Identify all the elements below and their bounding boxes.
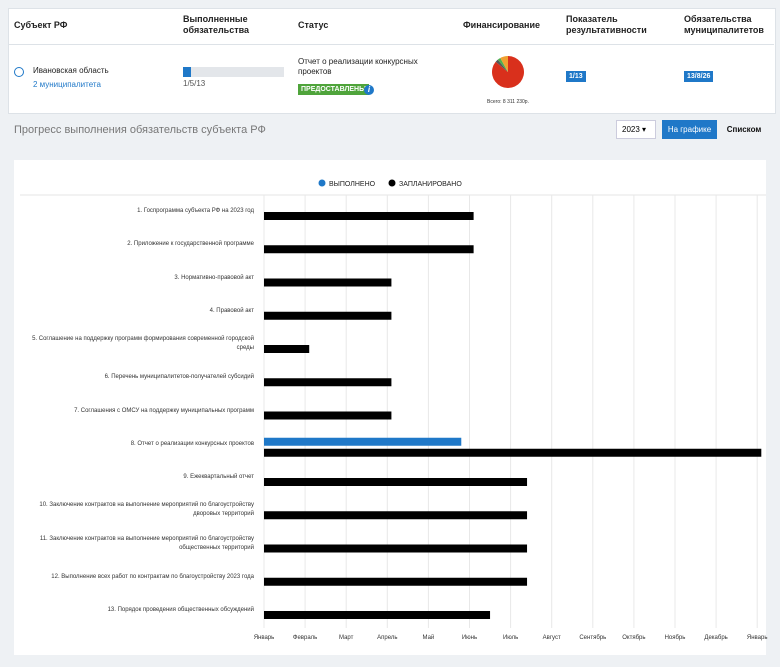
progress-track: [183, 67, 284, 77]
bar: [264, 437, 462, 446]
status-badge: ПРЕДОСТАВЛЕНЫ: [298, 84, 369, 95]
category-label: 3. Нормативно-правовой акт: [174, 274, 254, 281]
progress-fill: [183, 67, 191, 77]
category-label: 8. Отчет о реализации конкурсных проекто…: [130, 440, 254, 447]
category-label: 11. Заключение контрактов на выполнение …: [39, 535, 254, 551]
category-label: 12. Выполнение всех работ по контрактам …: [51, 573, 254, 580]
legend-label: ЗАПЛАНИРОВАНО: [399, 181, 462, 188]
x-tick-label: Май: [423, 634, 435, 641]
year-select[interactable]: 2023 ▾: [616, 120, 656, 139]
progress-text: 1/5/13: [183, 79, 206, 88]
info-icon[interactable]: i: [364, 85, 374, 95]
table: [8, 8, 776, 114]
obligations-badge[interactable]: 13/8/26: [684, 71, 714, 82]
category-label: 9. Ежеквартальный отчет: [183, 474, 254, 480]
divider: [8, 44, 774, 45]
x-tick-label: Март: [339, 635, 354, 641]
x-tick-label: Январь: [254, 635, 275, 641]
municipalities-link[interactable]: 2 муниципалитета: [33, 80, 101, 89]
pie-caption: Всего: 8 311 230р.: [487, 99, 529, 105]
bar: [264, 577, 528, 586]
bar: [264, 511, 528, 520]
bar: [264, 212, 474, 220]
bar: [264, 611, 491, 619]
region: Ивановская область: [33, 66, 109, 75]
bar: [264, 378, 392, 387]
status-text: Отчет о реализации конкурсных проектов: [298, 57, 418, 76]
header: Субъект РФ: [14, 20, 68, 30]
x-tick-label: Сентябрь: [579, 635, 606, 641]
pie-slice: [500, 56, 508, 72]
bar: [264, 544, 528, 553]
bar: [264, 278, 392, 287]
bar: [264, 411, 392, 420]
x-tick-label: Август: [543, 635, 561, 641]
chart-button[interactable]: На графике: [662, 120, 717, 139]
category-label: 4. Правовой акт: [209, 307, 254, 314]
indicator-badge[interactable]: 1/13: [566, 71, 586, 82]
header: Статус: [298, 20, 329, 30]
category-label: 13. Порядок проведения общественных обсу…: [107, 607, 254, 613]
pie-slice: [497, 57, 508, 72]
x-tick-label: Январь: [747, 635, 768, 641]
legend-marker: [388, 179, 396, 187]
bar: [264, 311, 392, 320]
x-tick-label: Февраль: [293, 635, 317, 641]
section-title: Прогресс выполнения обязательств субъект…: [14, 124, 266, 136]
pie: Всего: 8 311 230р.: [487, 56, 529, 105]
legend-label: ВЫПОЛНЕНО: [329, 181, 376, 188]
x-tick-label: Октябрь: [622, 635, 645, 641]
x-tick-label: Июнь: [462, 635, 477, 641]
year: 2023: [622, 125, 640, 134]
x-tick-label: Декабрь: [704, 635, 727, 641]
chart-panel: [14, 160, 766, 655]
collapse-icon[interactable]: [14, 67, 24, 77]
list-button[interactable]: Списком: [726, 125, 762, 134]
header: Обязательства муниципалитетов: [684, 14, 764, 35]
bar: [264, 478, 528, 486]
x-tick-label: Ноябрь: [665, 635, 686, 641]
bar: [264, 345, 310, 353]
x-tick-label: Апрель: [377, 635, 397, 641]
category-label: 7. Соглашения с ОМСУ на поддержку муници…: [74, 407, 254, 414]
category-label: 10. Заключение контрактов на выполнение …: [39, 502, 254, 518]
header: Финансирование: [463, 20, 541, 30]
category-label: 5. Соглашение на поддержку программ форм…: [32, 336, 254, 351]
category-label: 6. Перечень муниципалитетов-получателей …: [104, 374, 254, 381]
category-label: 1. Госпрограмма субъекта РФ на 2023 год: [137, 208, 254, 214]
legend-marker: [318, 179, 326, 187]
header: Показатель результативности: [566, 14, 647, 35]
pie-slice: [495, 59, 508, 72]
bar: [264, 448, 762, 457]
category-label: 2. Приложение к государственной программ…: [127, 241, 254, 248]
x-tick-label: Июль: [503, 635, 518, 641]
bar: [264, 245, 474, 254]
header: Выполненные обязательства: [183, 14, 250, 35]
